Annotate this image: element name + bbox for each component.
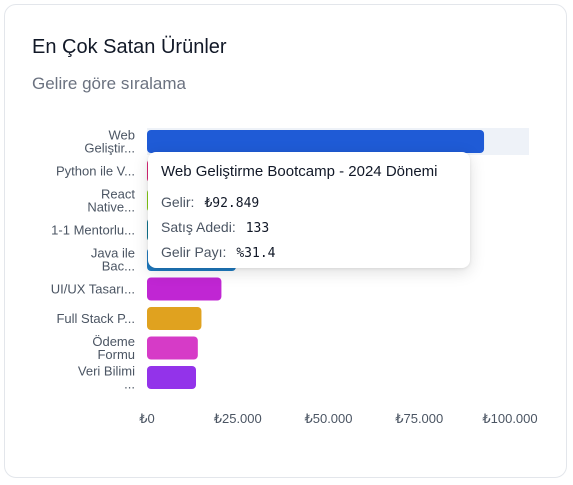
bar — [147, 277, 222, 301]
tooltip-row-revenue: Gelir: ₺92.849 — [161, 190, 457, 215]
tooltip-title: Web Geliştirme Bootcamp - 2024 Dönemi — [161, 163, 438, 180]
y-tick-label: Ödeme Formu — [92, 334, 135, 362]
y-tick-label: 1-1 Mentorlu... — [51, 223, 135, 238]
bar — [147, 366, 197, 389]
tooltip-row-share: Gelir Payı: %31.4 — [161, 240, 457, 265]
x-tick-label: ₺75.000 — [395, 411, 443, 426]
tooltip-value: ₺92.849 — [204, 196, 260, 211]
x-tick-label: ₺100.000 — [482, 411, 537, 426]
tooltip-value: 133 — [245, 221, 270, 236]
y-tick-label: Java ile Bac... — [91, 246, 135, 274]
tooltip-label: Gelir Payı: — [161, 244, 227, 260]
y-tick-label: Veri Bilimi... — [78, 364, 135, 392]
x-tick-label: ₺0 — [139, 411, 155, 426]
tooltip-row-sales: Satış Adedi: 133 — [161, 215, 457, 240]
y-tick-label: Full Stack P... — [56, 311, 135, 326]
y-tick-label: React Native... — [87, 187, 135, 215]
card-title: En Çok Satan Ürünler — [32, 36, 227, 58]
tooltip-label: Satış Adedi: — [161, 219, 236, 235]
tooltip-label: Gelir: — [161, 194, 195, 210]
tooltip-value: %31.4 — [236, 246, 276, 261]
y-tick-label: Python ile V... — [56, 164, 135, 179]
chart-tooltip: Web Geliştirme Bootcamp - 2024 Dönemi Ge… — [148, 152, 470, 268]
y-tick-label: Web Geliştir... — [84, 128, 135, 156]
x-tick-label: ₺25.000 — [214, 411, 262, 426]
bar — [147, 130, 485, 153]
y-tick-label: UI/UX Tasarı... — [51, 282, 135, 297]
x-tick-label: ₺50.000 — [304, 411, 352, 426]
card-subtitle: Gelire göre sıralama — [32, 74, 187, 93]
bar — [147, 307, 202, 330]
bar — [147, 336, 198, 360]
